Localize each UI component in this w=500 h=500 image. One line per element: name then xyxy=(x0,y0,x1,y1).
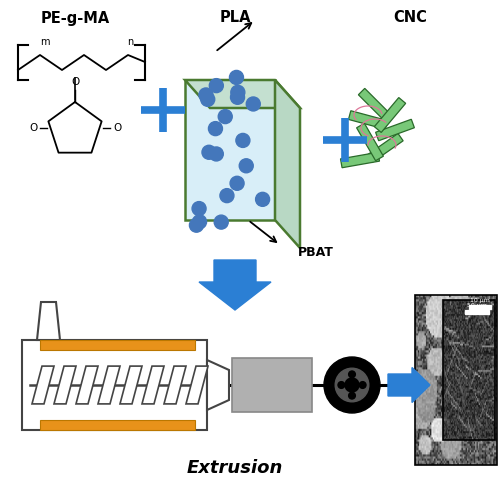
Polygon shape xyxy=(376,120,414,141)
Circle shape xyxy=(218,110,232,124)
Circle shape xyxy=(338,382,344,388)
Text: O: O xyxy=(71,77,79,87)
Polygon shape xyxy=(356,124,384,160)
Polygon shape xyxy=(185,80,300,108)
Text: PE-g-MA: PE-g-MA xyxy=(40,10,110,26)
Circle shape xyxy=(256,192,270,206)
Text: n: n xyxy=(127,37,133,47)
Circle shape xyxy=(231,86,245,100)
Circle shape xyxy=(335,368,369,402)
Circle shape xyxy=(348,392,356,399)
Circle shape xyxy=(236,134,250,147)
Polygon shape xyxy=(374,98,406,132)
FancyArrow shape xyxy=(388,368,430,402)
Polygon shape xyxy=(340,152,380,168)
Text: CNC: CNC xyxy=(393,10,427,26)
Polygon shape xyxy=(186,366,208,404)
Bar xyxy=(443,300,495,440)
Bar xyxy=(415,295,497,465)
Text: PLA: PLA xyxy=(219,10,251,26)
Text: m: m xyxy=(40,37,50,47)
Text: 50 μm: 50 μm xyxy=(467,303,487,308)
Bar xyxy=(40,420,195,430)
Circle shape xyxy=(190,218,203,232)
Circle shape xyxy=(214,215,228,229)
Circle shape xyxy=(208,122,222,136)
Polygon shape xyxy=(54,366,76,404)
Bar xyxy=(232,358,312,412)
Circle shape xyxy=(192,215,206,229)
Text: Extrusion: Extrusion xyxy=(187,459,283,477)
Circle shape xyxy=(239,159,253,173)
Polygon shape xyxy=(358,88,392,122)
Bar xyxy=(469,305,491,309)
Polygon shape xyxy=(164,366,186,404)
Circle shape xyxy=(230,176,244,190)
Circle shape xyxy=(345,378,359,392)
Circle shape xyxy=(210,78,224,92)
Polygon shape xyxy=(98,366,120,404)
Polygon shape xyxy=(32,366,54,404)
Circle shape xyxy=(360,382,366,388)
Circle shape xyxy=(220,188,234,202)
Circle shape xyxy=(348,371,356,378)
Text: O: O xyxy=(113,123,121,133)
Polygon shape xyxy=(275,80,300,248)
Text: 10 μm: 10 μm xyxy=(470,298,490,303)
Polygon shape xyxy=(120,366,142,404)
Circle shape xyxy=(246,97,260,111)
Text: O: O xyxy=(29,123,37,133)
Bar xyxy=(40,340,195,350)
Polygon shape xyxy=(76,366,98,404)
FancyArrow shape xyxy=(199,260,271,310)
Text: PBAT: PBAT xyxy=(298,246,334,258)
Circle shape xyxy=(199,88,213,102)
Circle shape xyxy=(202,146,216,160)
Bar xyxy=(465,310,489,314)
Bar xyxy=(22,340,207,430)
Circle shape xyxy=(230,90,244,104)
Circle shape xyxy=(192,202,206,215)
Polygon shape xyxy=(367,134,403,162)
Polygon shape xyxy=(185,80,275,220)
Circle shape xyxy=(210,147,224,161)
Polygon shape xyxy=(142,366,164,404)
Polygon shape xyxy=(348,110,388,130)
Circle shape xyxy=(230,70,243,85)
Polygon shape xyxy=(207,360,229,410)
Circle shape xyxy=(200,92,214,106)
Polygon shape xyxy=(37,302,60,340)
Circle shape xyxy=(324,357,380,413)
